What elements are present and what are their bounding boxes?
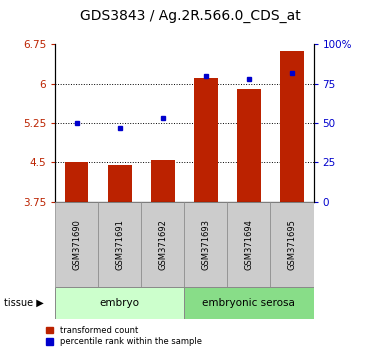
FancyBboxPatch shape <box>141 202 184 287</box>
Text: GSM371693: GSM371693 <box>201 219 211 270</box>
Text: GSM371692: GSM371692 <box>158 219 167 270</box>
FancyBboxPatch shape <box>98 202 141 287</box>
Legend: transformed count, percentile rank within the sample: transformed count, percentile rank withi… <box>42 322 205 350</box>
Bar <box>280 51 304 202</box>
Text: GSM371690: GSM371690 <box>72 219 81 270</box>
Text: embryonic serosa: embryonic serosa <box>203 298 295 308</box>
Bar <box>237 89 261 202</box>
Bar <box>194 78 218 202</box>
FancyBboxPatch shape <box>55 202 98 287</box>
Text: GDS3843 / Ag.2R.566.0_CDS_at: GDS3843 / Ag.2R.566.0_CDS_at <box>80 9 300 23</box>
Text: embryo: embryo <box>100 298 140 308</box>
FancyBboxPatch shape <box>271 202 314 287</box>
Bar <box>151 160 174 202</box>
FancyBboxPatch shape <box>184 287 314 319</box>
FancyBboxPatch shape <box>227 202 271 287</box>
Bar <box>65 162 89 202</box>
Text: GSM371691: GSM371691 <box>115 219 124 270</box>
FancyBboxPatch shape <box>184 202 227 287</box>
Bar <box>108 165 131 202</box>
Text: GSM371694: GSM371694 <box>244 219 253 270</box>
FancyBboxPatch shape <box>55 287 184 319</box>
Text: tissue ▶: tissue ▶ <box>4 298 44 308</box>
Text: GSM371695: GSM371695 <box>287 219 296 270</box>
